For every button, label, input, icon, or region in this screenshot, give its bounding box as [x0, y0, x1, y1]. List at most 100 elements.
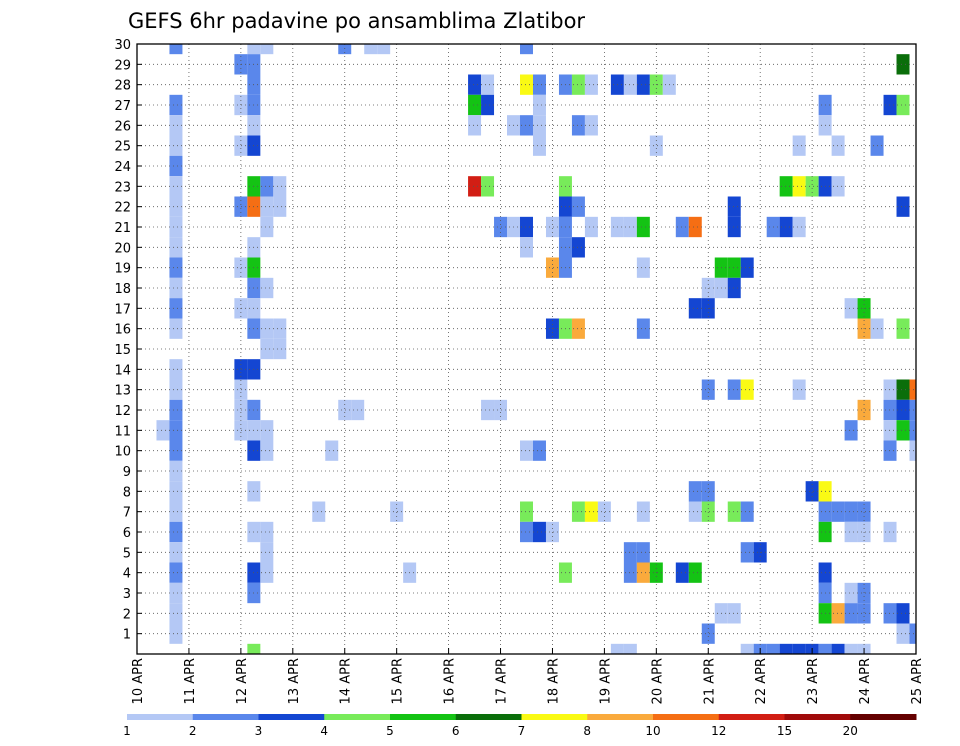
heatmap-cell	[792, 379, 806, 400]
legend-label: 8	[583, 724, 591, 738]
heatmap-cell	[545, 257, 559, 278]
y-tick-label: 13	[114, 384, 131, 399]
heatmap-cell	[740, 379, 754, 400]
heatmap-cell	[805, 481, 819, 502]
heatmap-cell	[260, 338, 274, 360]
heatmap-cell	[169, 440, 183, 461]
heatmap-cell	[636, 74, 650, 95]
heatmap-cell	[545, 521, 559, 543]
heatmap-cell	[247, 643, 261, 654]
heatmap-cell	[896, 94, 910, 116]
y-tick-label: 1	[123, 628, 131, 643]
heatmap-cell	[701, 277, 715, 299]
heatmap-cell	[169, 44, 183, 55]
heatmap-cell	[338, 44, 352, 55]
heatmap-cell	[468, 176, 482, 197]
heatmap-cell	[636, 501, 650, 522]
heatmap-cell	[844, 298, 858, 319]
heatmap-cell	[169, 420, 183, 441]
legend-swatch	[587, 714, 654, 720]
heatmap-cell	[260, 440, 274, 461]
heatmap-cell	[584, 74, 598, 95]
heatmap-cell	[779, 643, 793, 654]
heatmap-cell	[260, 277, 274, 299]
heatmap-cell	[571, 115, 585, 136]
heatmap-cell	[909, 379, 916, 400]
y-axis: 1234567891011121314151617181920212223242…	[114, 38, 142, 643]
legend-label: 7	[518, 724, 526, 738]
heatmap-cell	[740, 257, 754, 278]
heatmap-cell	[883, 420, 897, 441]
legend-swatch	[390, 714, 457, 720]
y-tick-label: 17	[114, 302, 131, 317]
heatmap-cell	[234, 359, 248, 380]
heatmap-cell	[727, 379, 741, 400]
heatmap-cell	[169, 176, 183, 197]
heatmap-cell	[649, 135, 663, 156]
heatmap-cell	[701, 623, 715, 644]
x-tick-label: 19 APR	[598, 658, 613, 704]
heatmap-cell	[636, 318, 650, 339]
heatmap-cell	[818, 643, 832, 654]
heatmap-cell	[532, 521, 546, 543]
y-tick-label: 18	[114, 282, 131, 297]
legend-swatch	[653, 714, 720, 720]
heatmap-cell	[831, 603, 845, 624]
legend-label: 20	[843, 724, 858, 738]
y-tick-label: 22	[114, 201, 131, 216]
x-tick-label: 17 APR	[495, 658, 510, 704]
legend-label: 10	[645, 724, 660, 738]
x-tick-label: 10 APR	[131, 658, 146, 704]
heatmap-cell	[169, 115, 183, 136]
heatmap-cell	[260, 44, 274, 55]
heatmap-cell	[169, 481, 183, 502]
heatmap-cell	[571, 318, 585, 339]
x-tick-label: 14 APR	[339, 658, 354, 704]
chart-title: GEFS 6hr padavine po ansamblima Zlatibor	[128, 9, 585, 33]
heatmap-cell	[532, 74, 546, 95]
heatmap-cell	[636, 542, 650, 563]
heatmap-cell	[688, 501, 702, 522]
legend-label: 1	[123, 724, 131, 738]
heatmap-cell	[831, 501, 845, 522]
heatmap-cell	[675, 562, 689, 583]
heatmap-cell	[727, 277, 741, 299]
heatmap-cell	[169, 359, 183, 380]
heatmap-cell	[169, 542, 183, 563]
heatmap-cell	[234, 196, 248, 217]
heatmap-cell	[701, 501, 715, 522]
heatmap-cell	[532, 115, 546, 136]
heatmap-cell	[727, 603, 741, 624]
heatmap-cell	[636, 562, 650, 583]
heatmap-cell	[571, 74, 585, 95]
y-tick-label: 15	[114, 343, 131, 358]
heatmap-cell	[273, 196, 287, 217]
heatmap-cell	[844, 521, 858, 543]
heatmap-cell	[494, 399, 508, 421]
heatmap-cell	[169, 582, 183, 604]
heatmap-cell	[844, 603, 858, 624]
heatmap-cell	[896, 54, 910, 75]
heatmap-cell	[273, 338, 287, 360]
heatmap-cell	[545, 216, 559, 238]
heatmap-cell	[520, 440, 533, 461]
x-tick-label: 11 APR	[183, 658, 198, 704]
heatmap-cell	[260, 318, 274, 339]
heatmap-cell	[234, 399, 248, 421]
heatmap-cell	[481, 176, 495, 197]
heatmap-cell	[169, 379, 183, 400]
heatmap-cell	[896, 318, 910, 339]
heatmap-cell	[883, 379, 897, 400]
heatmap-cell	[169, 562, 183, 583]
heatmap-cell	[688, 481, 702, 502]
y-tick-label: 14	[114, 363, 131, 378]
heatmap-cell	[169, 298, 183, 319]
heatmap-cell	[260, 562, 274, 583]
heatmap-cell	[844, 582, 858, 604]
x-tick-label: 25 APR	[910, 658, 925, 704]
heatmap-cell	[792, 643, 806, 654]
heatmap-cell	[701, 379, 715, 400]
heatmap-cell	[623, 216, 637, 238]
